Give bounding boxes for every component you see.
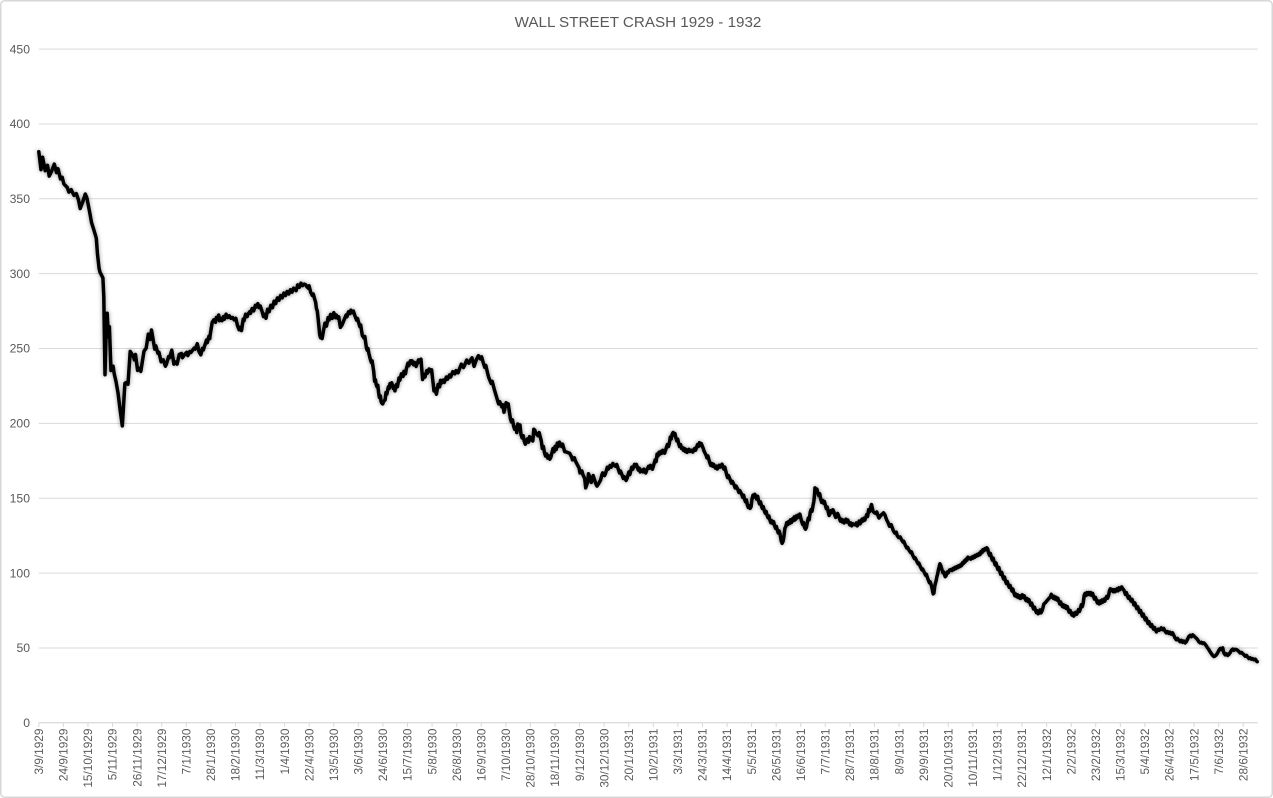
svg-text:350: 350	[10, 192, 31, 206]
svg-text:23/2/1932: 23/2/1932	[1089, 729, 1103, 781]
svg-text:13/5/1930: 13/5/1930	[327, 728, 341, 781]
svg-text:8/9/1931: 8/9/1931	[892, 729, 906, 775]
svg-text:24/3/1931: 24/3/1931	[696, 729, 710, 781]
svg-text:7/10/1930: 7/10/1930	[499, 728, 513, 781]
svg-text:26/11/1929: 26/11/1929	[130, 729, 144, 787]
svg-text:9/12/1930: 9/12/1930	[573, 728, 587, 781]
svg-text:16/6/1931: 16/6/1931	[794, 729, 808, 781]
svg-text:5/11/1929: 5/11/1929	[106, 729, 120, 781]
svg-text:3/9/1929: 3/9/1929	[32, 729, 46, 775]
svg-text:14/4/1931: 14/4/1931	[720, 729, 734, 781]
svg-text:29/9/1931: 29/9/1931	[917, 729, 931, 781]
svg-text:300: 300	[10, 267, 31, 281]
svg-text:0: 0	[23, 716, 30, 730]
svg-text:3/6/1930: 3/6/1930	[352, 728, 366, 774]
svg-text:18/2/1930: 18/2/1930	[229, 728, 243, 781]
svg-text:24/6/1930: 24/6/1930	[376, 728, 390, 781]
svg-text:28/1/1930: 28/1/1930	[204, 728, 218, 781]
svg-text:3/3/1931: 3/3/1931	[671, 729, 685, 775]
svg-text:28/7/1931: 28/7/1931	[843, 729, 857, 781]
svg-text:7/1/1930: 7/1/1930	[179, 728, 193, 774]
svg-text:16/9/1930: 16/9/1930	[474, 728, 488, 781]
svg-text:50: 50	[16, 641, 30, 655]
svg-text:15/10/1929: 15/10/1929	[81, 729, 95, 788]
svg-text:WALL STREET CRASH 1929 - 1932: WALL STREET CRASH 1929 - 1932	[515, 14, 762, 31]
svg-text:1/12/1931: 1/12/1931	[991, 729, 1005, 781]
svg-text:18/8/1931: 18/8/1931	[868, 729, 882, 781]
svg-text:28/10/1930: 28/10/1930	[524, 728, 538, 787]
svg-text:7/7/1931: 7/7/1931	[819, 729, 833, 775]
svg-text:11/3/1930: 11/3/1930	[253, 728, 267, 780]
svg-text:15/3/1932: 15/3/1932	[1114, 729, 1128, 781]
svg-text:18/11/1930: 18/11/1930	[548, 728, 562, 787]
svg-text:22/12/1931: 22/12/1931	[1015, 729, 1029, 788]
svg-text:250: 250	[10, 342, 31, 356]
svg-text:450: 450	[10, 42, 31, 56]
svg-text:24/9/1929: 24/9/1929	[57, 729, 71, 781]
svg-text:26/8/1930: 26/8/1930	[450, 728, 464, 781]
svg-text:20/10/1931: 20/10/1931	[941, 729, 955, 788]
svg-text:20/1/1931: 20/1/1931	[622, 729, 636, 781]
svg-text:200: 200	[10, 417, 31, 431]
svg-text:10/2/1931: 10/2/1931	[647, 729, 661, 781]
svg-text:7/6/1932: 7/6/1932	[1212, 729, 1226, 775]
svg-text:150: 150	[10, 491, 31, 505]
svg-text:17/12/1929: 17/12/1929	[155, 729, 169, 788]
svg-text:22/4/1930: 22/4/1930	[302, 728, 316, 781]
svg-text:26/4/1932: 26/4/1932	[1163, 729, 1177, 781]
svg-text:5/5/1931: 5/5/1931	[745, 729, 759, 775]
svg-text:400: 400	[10, 117, 31, 131]
svg-text:1/4/1930: 1/4/1930	[278, 728, 292, 774]
svg-text:17/5/1932: 17/5/1932	[1187, 729, 1201, 781]
svg-text:2/2/1932: 2/2/1932	[1064, 729, 1078, 775]
svg-text:15/7/1930: 15/7/1930	[401, 728, 415, 781]
svg-text:28/6/1932: 28/6/1932	[1236, 729, 1250, 781]
svg-text:30/12/1930: 30/12/1930	[597, 728, 611, 787]
svg-text:100: 100	[10, 566, 31, 580]
svg-text:10/11/1931: 10/11/1931	[966, 729, 980, 787]
svg-text:26/5/1931: 26/5/1931	[769, 729, 783, 781]
svg-text:5/4/1932: 5/4/1932	[1138, 729, 1152, 775]
svg-text:12/1/1932: 12/1/1932	[1040, 729, 1054, 781]
svg-text:5/8/1930: 5/8/1930	[425, 728, 439, 774]
